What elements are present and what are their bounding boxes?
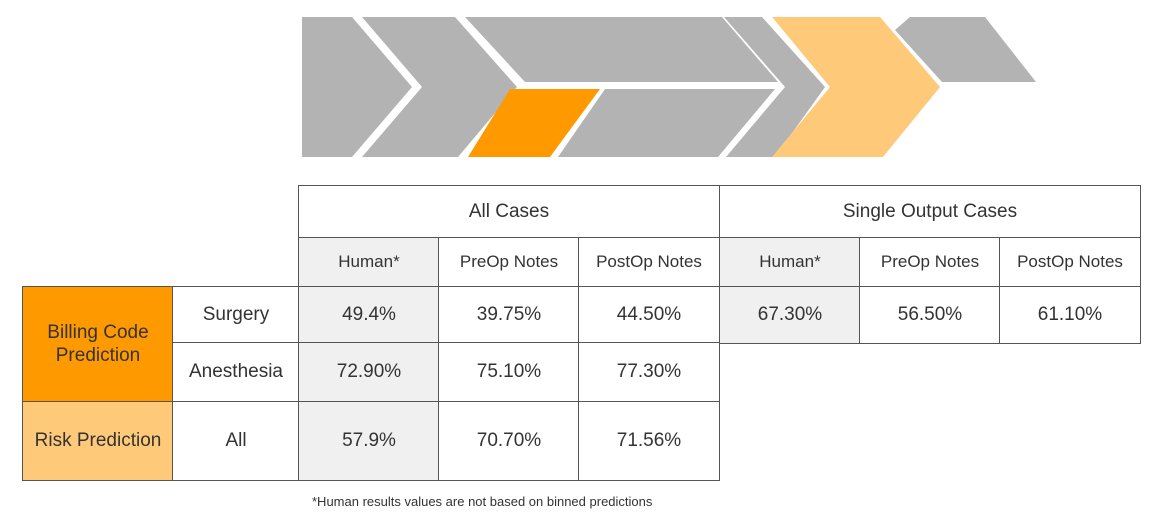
value-cell: 71.56% — [578, 401, 720, 481]
value-cell: 77.30% — [578, 342, 720, 403]
chevron-shape — [558, 89, 775, 157]
category-billing-code-prediction: Billing Code Prediction — [22, 286, 174, 403]
value-cell: 44.50% — [578, 286, 720, 344]
value-cell: 61.10% — [999, 286, 1141, 344]
value-cell: 39.75% — [438, 286, 580, 344]
value-cell: 56.50% — [859, 286, 1001, 344]
subheader-preop-notes: PreOp Notes — [859, 237, 1001, 288]
chevron-shape — [465, 17, 778, 82]
category-risk-prediction: Risk Prediction — [22, 401, 174, 481]
row-label-surgery: Surgery — [172, 286, 300, 344]
subheader-preop-notes: PreOp Notes — [438, 237, 580, 288]
chevron-shape — [362, 17, 517, 157]
chevron-shape — [895, 17, 1036, 82]
subheader-postop-notes: PostOp Notes — [578, 237, 720, 288]
header-single-output-cases: Single Output Cases — [719, 185, 1141, 239]
row-label-anesthesia: Anesthesia — [172, 342, 300, 403]
chevron-shape — [724, 17, 825, 157]
highlight-chevron — [772, 17, 940, 157]
value-cell: 70.70% — [438, 401, 580, 481]
highlight-parallelogram — [468, 89, 600, 157]
row-label-all: All — [172, 401, 300, 481]
process-flow-diagram — [302, 17, 1036, 157]
value-cell: 72.90% — [298, 342, 440, 403]
footnote: *Human results values are not based on b… — [312, 494, 653, 509]
chevron-shape — [302, 17, 412, 157]
value-cell: 67.30% — [719, 286, 861, 344]
subheader-human: Human* — [719, 237, 861, 288]
subheader-postop-notes: PostOp Notes — [999, 237, 1141, 288]
header-all-cases: All Cases — [298, 185, 720, 239]
value-cell: 75.10% — [438, 342, 580, 403]
subheader-human: Human* — [298, 237, 440, 288]
value-cell: 57.9% — [298, 401, 440, 481]
value-cell: 49.4% — [298, 286, 440, 344]
